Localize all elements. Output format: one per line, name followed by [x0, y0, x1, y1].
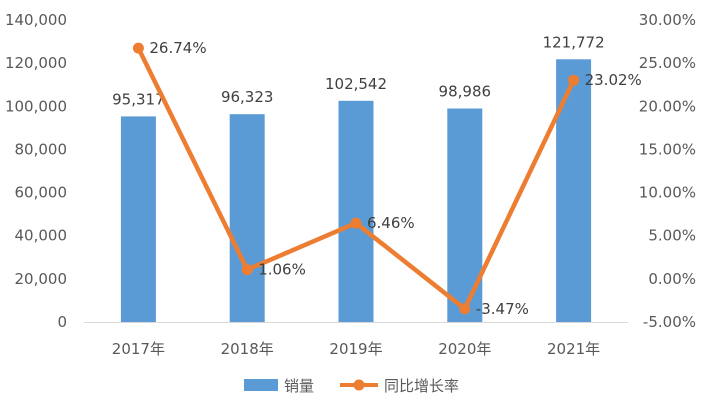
left-tick-1: 20,000 [15, 270, 68, 288]
left-tick-2: 40,000 [15, 227, 68, 245]
bars-layer: 95,317 96,323 102,542 98,986 121,772 [112, 33, 605, 323]
category-label-2: 2019年 [329, 340, 382, 358]
legend-bar-label: 销量 [284, 377, 314, 395]
bar-label-2: 102,542 [325, 75, 387, 93]
line-label-2: 6.46% [367, 214, 415, 232]
line-point-4 [568, 74, 580, 86]
legend-line-marker [353, 379, 365, 391]
right-tick-1: 0.00% [648, 270, 696, 288]
right-axis-ticks: -5.00% 0.00% 5.00% 10.00% 15.00% 20.00% 25.00%… [639, 11, 696, 331]
bar-label-3: 98,986 [439, 83, 492, 101]
category-label-0: 2017年 [112, 340, 165, 358]
left-tick-7: 140,000 [5, 11, 67, 29]
right-tick-0: -5.00% [643, 313, 696, 331]
bar-label-4: 121,772 [543, 33, 605, 51]
line-layer: 26.74% 1.06% 6.46% -3.47% 23.02% [132, 39, 642, 318]
legend-line-label: 同比增长率 [384, 377, 459, 395]
left-tick-6: 120,000 [5, 54, 67, 72]
left-tick-3: 60,000 [15, 184, 68, 202]
line-label-3: -3.47% [476, 300, 529, 318]
category-ticks: 2017年 2018年 2019年 2020年 2021年 [112, 340, 600, 358]
left-tick-5: 100,000 [5, 97, 67, 115]
right-tick-3: 10.00% [639, 184, 696, 202]
line-label-4: 23.02% [585, 71, 642, 89]
bar-1 [229, 114, 265, 322]
left-tick-4: 80,000 [15, 140, 68, 158]
bar-4 [556, 59, 592, 323]
right-tick-7: 30.00% [639, 11, 696, 29]
left-axis-ticks: 0 20,000 40,000 60,000 80,000 100,000 120,000 1… [5, 11, 67, 331]
bar-label-1: 96,323 [221, 88, 274, 106]
line-label-0: 26.74% [149, 39, 206, 57]
right-tick-2: 5.00% [648, 227, 696, 245]
left-tick-0: 0 [57, 313, 67, 331]
bar-0 [120, 116, 156, 323]
right-tick-6: 25.00% [639, 54, 696, 72]
legend-bar-swatch [244, 379, 278, 391]
line-label-1: 1.06% [258, 261, 306, 279]
legend: 销量 同比增长率 [244, 377, 459, 395]
right-tick-4: 15.00% [639, 140, 696, 158]
right-tick-5: 20.00% [639, 97, 696, 115]
line-point-0 [132, 42, 144, 54]
bar-3 [447, 108, 483, 322]
category-label-1: 2018年 [221, 340, 274, 358]
category-label-4: 2021年 [547, 340, 600, 358]
line-point-3 [459, 303, 471, 315]
bar-2 [338, 100, 374, 322]
line-point-2 [350, 217, 362, 229]
category-label-3: 2020年 [438, 340, 491, 358]
bar-label-0: 95,317 [112, 90, 165, 108]
line-point-1 [241, 264, 253, 276]
